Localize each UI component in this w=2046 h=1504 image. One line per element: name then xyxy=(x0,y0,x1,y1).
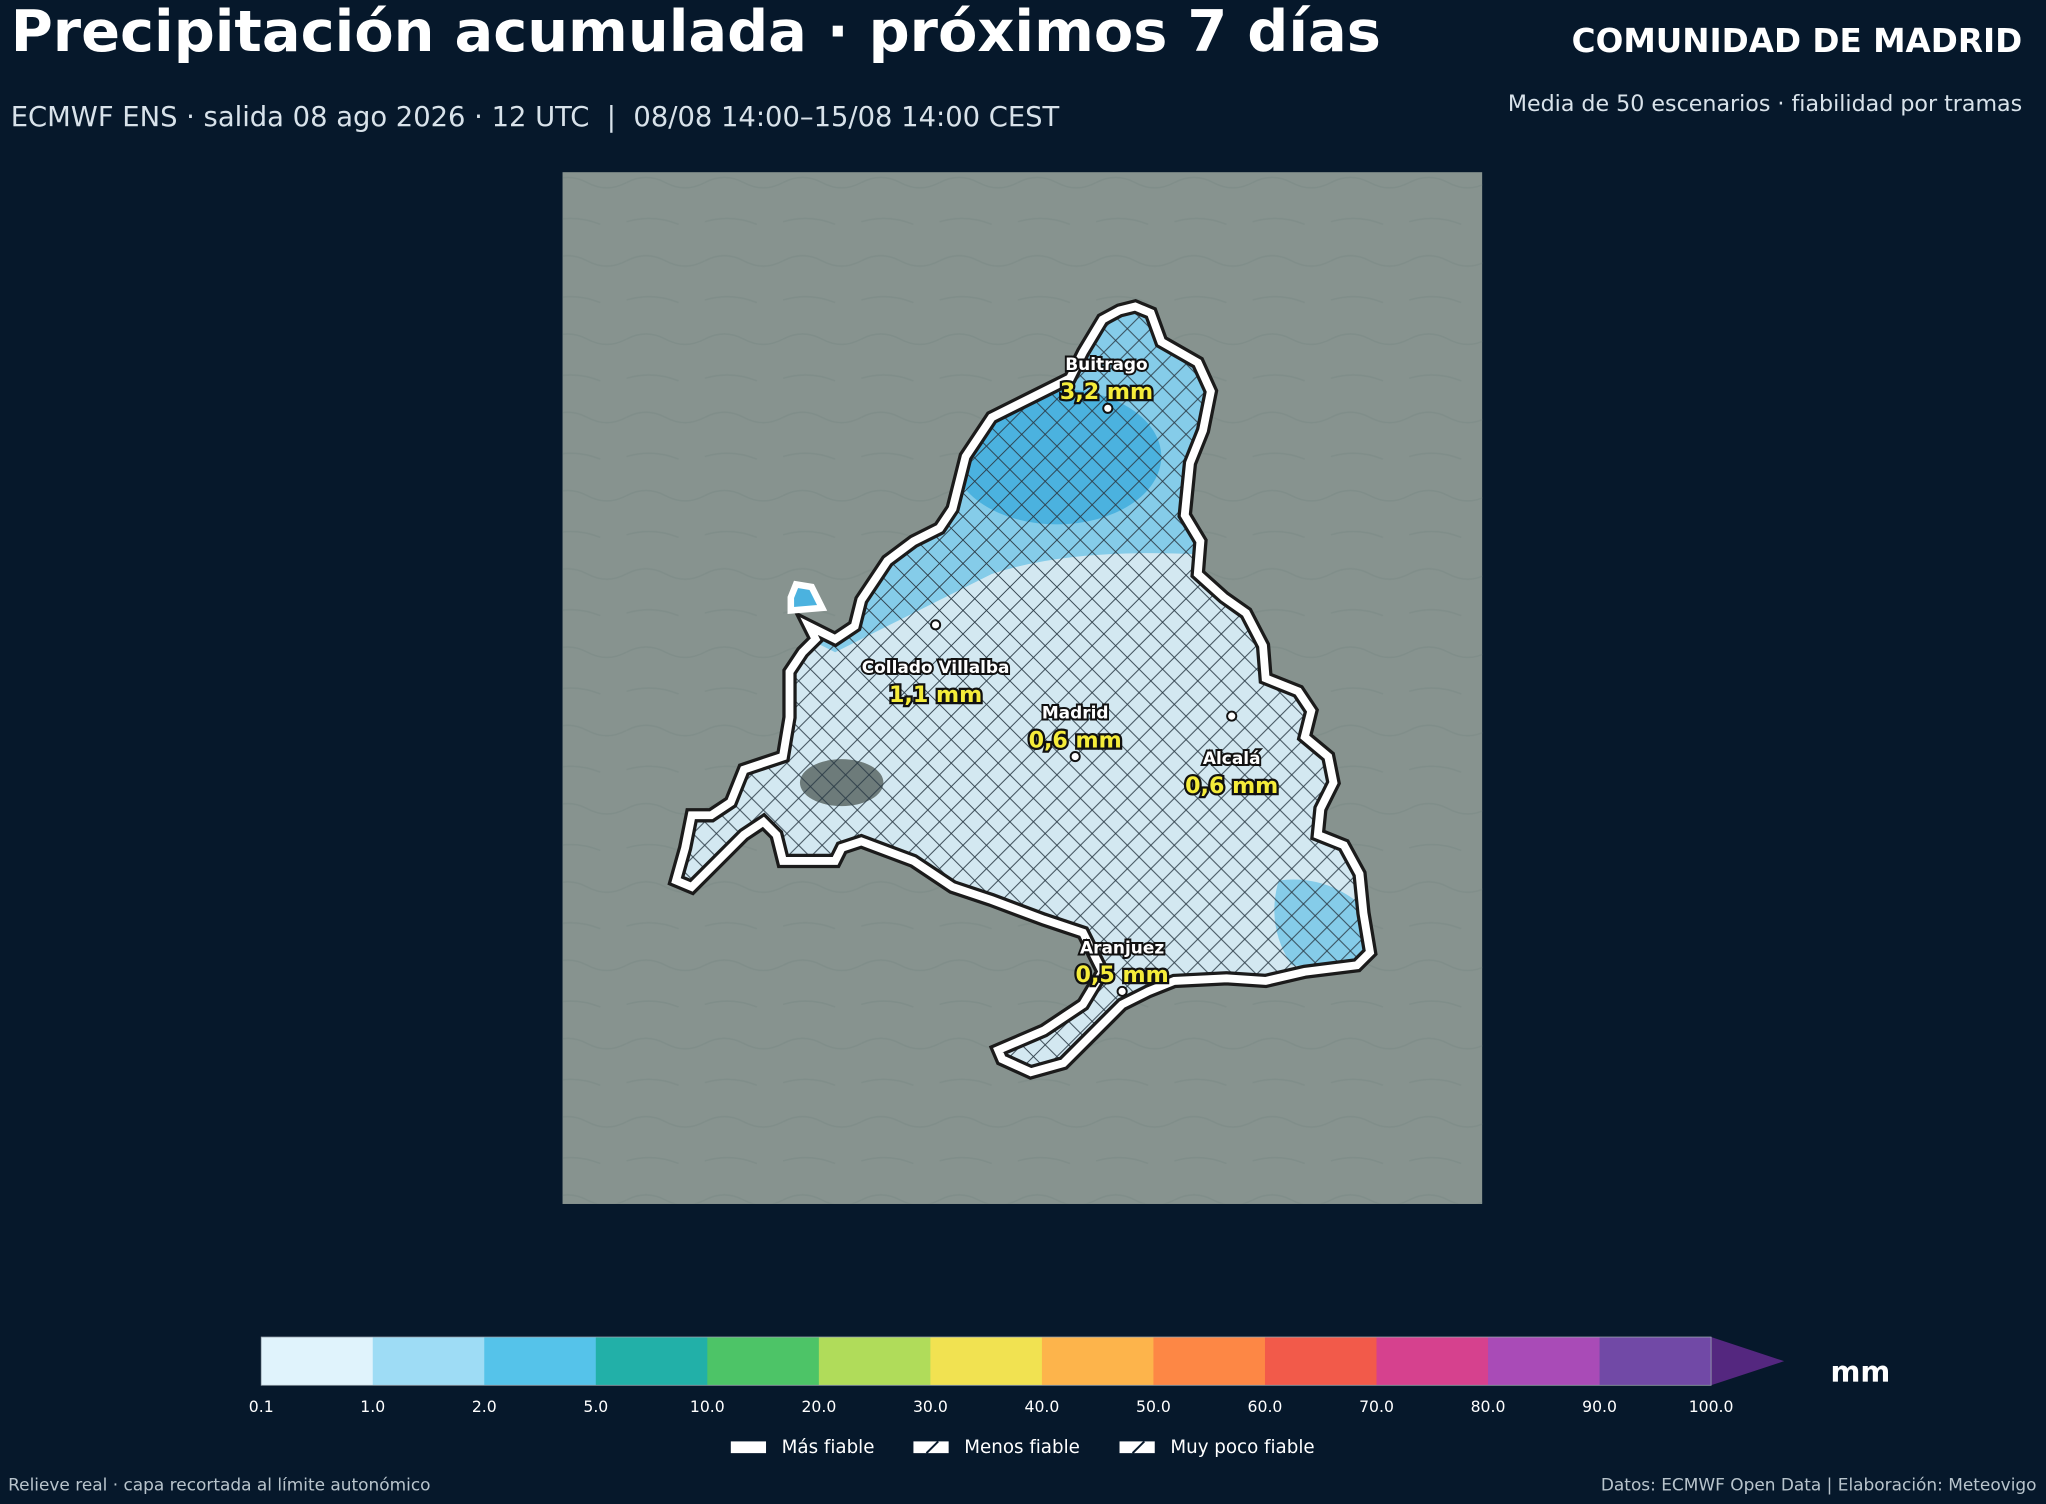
colorbar-extend xyxy=(1711,1337,1785,1386)
colorbar-bin xyxy=(1488,1337,1601,1386)
place-name: Aranjuez xyxy=(1080,937,1164,957)
place-dot xyxy=(930,619,942,631)
colorbar-tick: 70.0 xyxy=(1359,1397,1394,1416)
colorbar-bin xyxy=(930,1337,1043,1386)
footer-left: Relieve real · capa recortada al límite … xyxy=(8,1475,430,1495)
legend-hatch xyxy=(925,1440,939,1454)
colorbar-tick: 60.0 xyxy=(1248,1397,1283,1416)
legend-swatch xyxy=(730,1441,767,1454)
colorbar-bin xyxy=(595,1337,708,1386)
legend-label: Muy poco fiable xyxy=(1170,1437,1314,1458)
legend-hatch xyxy=(1131,1440,1146,1454)
colorbar-tick: 2.0 xyxy=(472,1397,497,1416)
place-dot xyxy=(1116,985,1128,997)
colorbar-bin xyxy=(1376,1337,1489,1386)
legend-label: Menos fiable xyxy=(964,1437,1080,1458)
enclave xyxy=(787,580,828,615)
title: Precipitación acumulada · próximos 7 día… xyxy=(11,0,1381,65)
colorbar-tick: 30.0 xyxy=(913,1397,948,1416)
subtitle: ECMWF ENS · salida 08 ago 2026 · 12 UTC … xyxy=(11,102,1060,133)
colorbar-tick: 5.0 xyxy=(583,1397,608,1416)
place-value: 0,6 mm xyxy=(1029,727,1122,753)
place-value: 1,1 mm xyxy=(889,682,982,708)
colorbar-unit: mm xyxy=(1831,1355,1891,1389)
map: Buitrago 3,2 mm Collado Villalba 1,1 mm Madr… xyxy=(562,172,1483,1204)
colorbar-bin xyxy=(1264,1337,1378,1386)
colorbar-tick: 100.0 xyxy=(1689,1397,1734,1416)
colorbar-tick: 90.0 xyxy=(1582,1397,1617,1416)
place-dot xyxy=(1069,751,1081,763)
colorbar-tick: 20.0 xyxy=(801,1397,836,1416)
colorbar-tick: 1.0 xyxy=(360,1397,385,1416)
colorbar-bin xyxy=(818,1337,932,1386)
place-name: Buitrago xyxy=(1065,354,1147,374)
place-value: 0,6 mm xyxy=(1185,773,1278,799)
place-value: 3,2 mm xyxy=(1060,379,1153,405)
colorbar-bin xyxy=(261,1337,374,1386)
colorbar-bin xyxy=(484,1337,597,1386)
colorbar: 0.1 1.0 2.0 5.0 10.0 20.0 30.0 40.0 50.0 60.0 70.0… xyxy=(249,1336,1785,1416)
place-name: Madrid xyxy=(1042,703,1109,723)
colorbar-tick: 80.0 xyxy=(1471,1397,1506,1416)
legend-label: Más fiable xyxy=(782,1437,875,1458)
place-value: 0,5 mm xyxy=(1076,962,1169,988)
region: COMUNIDAD DE MADRID xyxy=(1572,22,2023,60)
footer-right: Datos: ECMWF Open Data | Elaboración: Me… xyxy=(1601,1475,2037,1495)
place-dot xyxy=(1226,710,1238,722)
colorbar-frame xyxy=(260,1336,1712,1386)
colorbar-tick: 10.0 xyxy=(690,1397,725,1416)
colorbar-tick: 0.1 xyxy=(249,1397,274,1416)
colorbar-tick: 40.0 xyxy=(1025,1397,1060,1416)
colorbar-bin xyxy=(1041,1337,1155,1386)
place-name: Collado Villalba xyxy=(862,657,1010,677)
colorbar-bin xyxy=(372,1337,485,1386)
colorbar-bin xyxy=(707,1337,820,1386)
note: Media de 50 escenarios · fiabilidad por … xyxy=(1508,91,2022,117)
colorbar-bin xyxy=(1599,1337,1712,1386)
place-name: Alcalá xyxy=(1203,748,1261,768)
place-dot xyxy=(1102,402,1114,414)
colorbar-tick: 50.0 xyxy=(1136,1397,1171,1416)
legend: Más fiable Menos fiable Muy poco fiable xyxy=(730,1437,1315,1458)
colorbar-bin xyxy=(1153,1337,1266,1386)
places: Buitrago 3,2 mm Collado Villalba 1,1 mm Madr… xyxy=(860,352,1281,997)
